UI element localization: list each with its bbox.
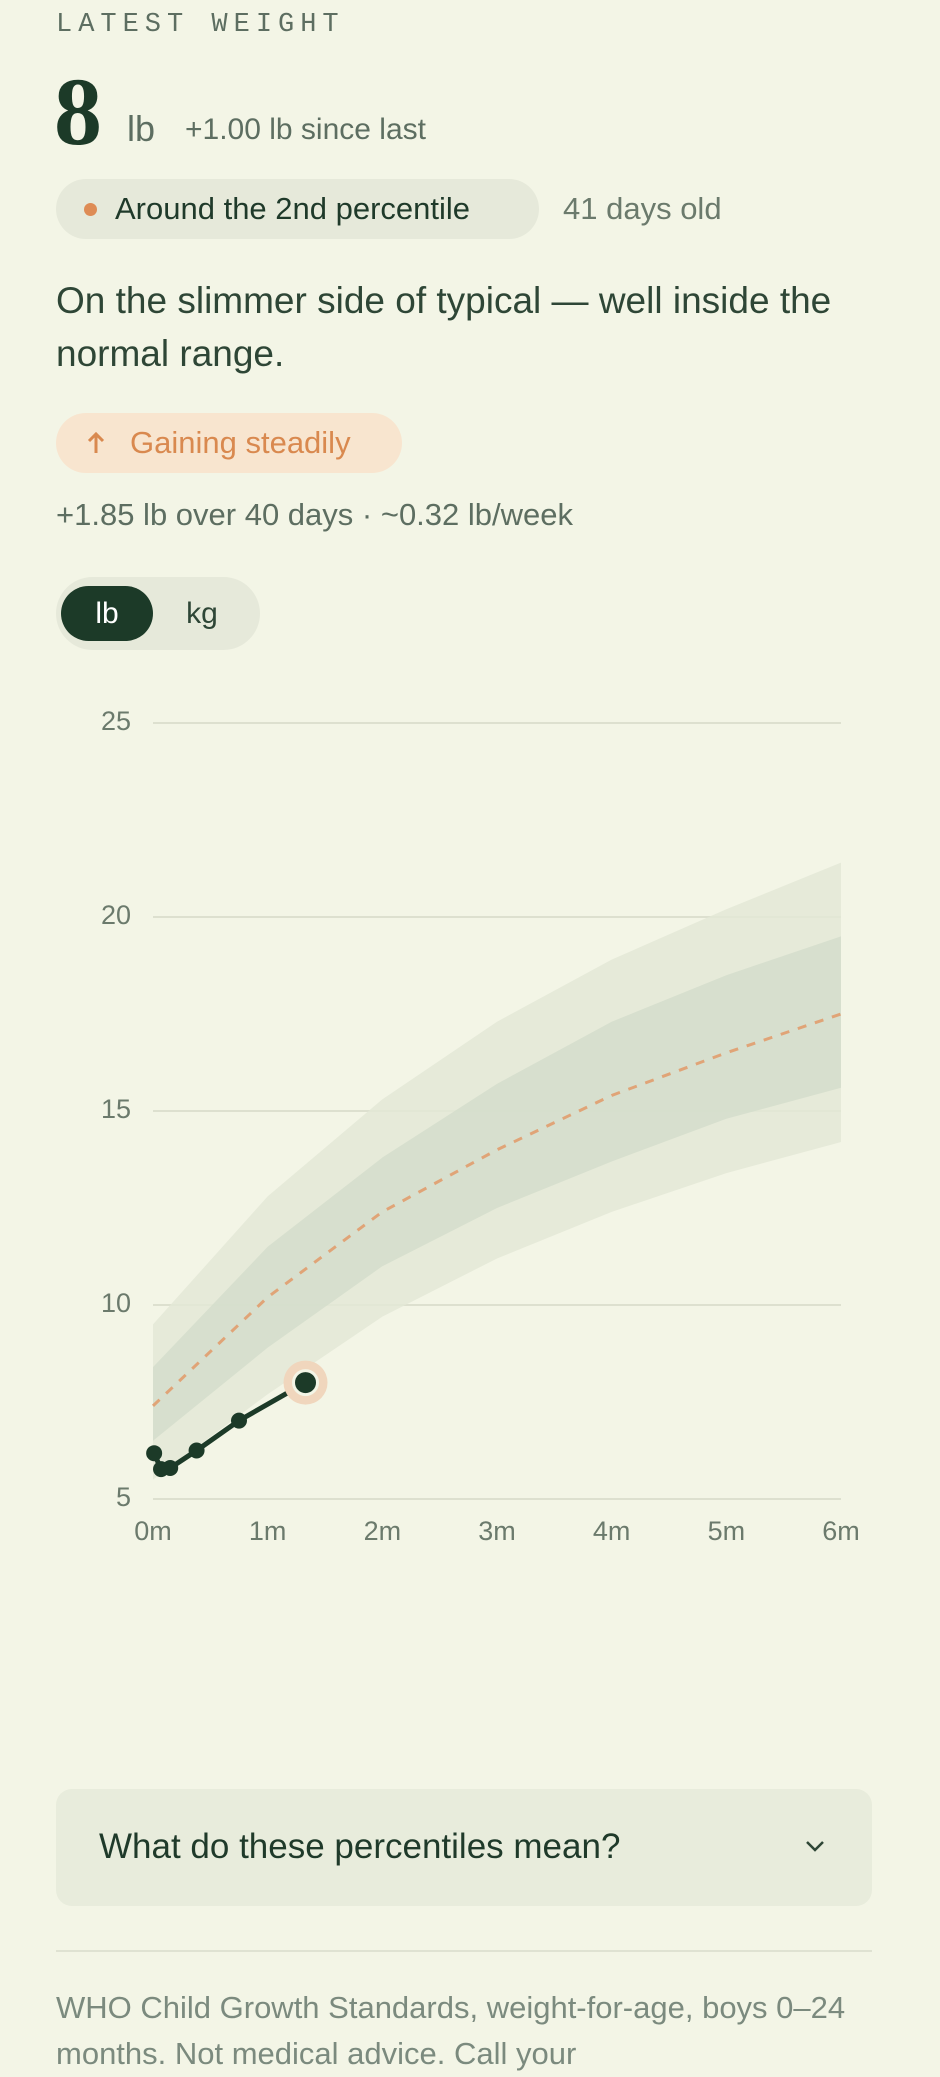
weight-unit: lb bbox=[127, 108, 156, 149]
status-dot bbox=[84, 203, 97, 216]
baby-point bbox=[292, 1369, 320, 1397]
x-tick-label: 4m bbox=[593, 1516, 631, 1546]
weight-value: 8 bbox=[54, 58, 102, 165]
divider bbox=[56, 1950, 872, 1952]
weight-change: +1.00 lb since last bbox=[185, 113, 426, 146]
arrow-icon bbox=[87, 431, 105, 453]
description: On the slimmer side of typical — well in… bbox=[56, 280, 832, 374]
age: 41 days old bbox=[563, 191, 722, 226]
y-tick-label: 25 bbox=[101, 706, 131, 736]
toggle-option[interactable]: lb bbox=[61, 586, 153, 641]
unit-toggle: lb kg bbox=[56, 577, 260, 650]
baby-point bbox=[188, 1442, 205, 1459]
faq-question: What do these percentiles mean? bbox=[99, 1827, 621, 1866]
section-label: LATEST WEIGHT bbox=[56, 10, 345, 40]
toggle-option[interactable]: kg bbox=[186, 597, 218, 630]
baby-point bbox=[162, 1459, 179, 1476]
percentile-text: Around the 2nd percentile bbox=[115, 191, 471, 226]
baby-point bbox=[146, 1445, 163, 1462]
faq-accordion[interactable]: What do these percentiles mean? bbox=[56, 1789, 872, 1906]
x-tick-label: 5m bbox=[708, 1516, 746, 1546]
chevron-icon bbox=[806, 1841, 824, 1852]
y-tick-label: 10 bbox=[101, 1288, 131, 1318]
y-tick-label: 5 bbox=[116, 1482, 131, 1512]
x-tick-label: 6m bbox=[822, 1516, 860, 1546]
trend-detail: +1.85 lb over 40 days · ~0.32 lb/week bbox=[56, 497, 573, 532]
y-tick-label: 20 bbox=[101, 900, 131, 930]
trend-pill: Gaining steadily bbox=[56, 413, 402, 473]
percentile-pill: Around the 2nd percentile bbox=[56, 179, 539, 239]
x-tick-label: 0m bbox=[134, 1516, 172, 1546]
x-tick-label: 2m bbox=[364, 1516, 402, 1546]
x-tick-label: 1m bbox=[249, 1516, 287, 1546]
footer-note: WHO Child Growth Standards, weight-for-a… bbox=[56, 1990, 846, 2071]
y-tick-label: 15 bbox=[101, 1094, 131, 1124]
percentile-band bbox=[153, 936, 841, 1441]
x-tick-label: 3m bbox=[478, 1516, 516, 1546]
trend-text: Gaining steadily bbox=[130, 425, 351, 460]
baby-point bbox=[231, 1412, 247, 1429]
growth-chart: 5101520250m1m2m3m4m5m6mYour babyAverage … bbox=[101, 706, 860, 1546]
